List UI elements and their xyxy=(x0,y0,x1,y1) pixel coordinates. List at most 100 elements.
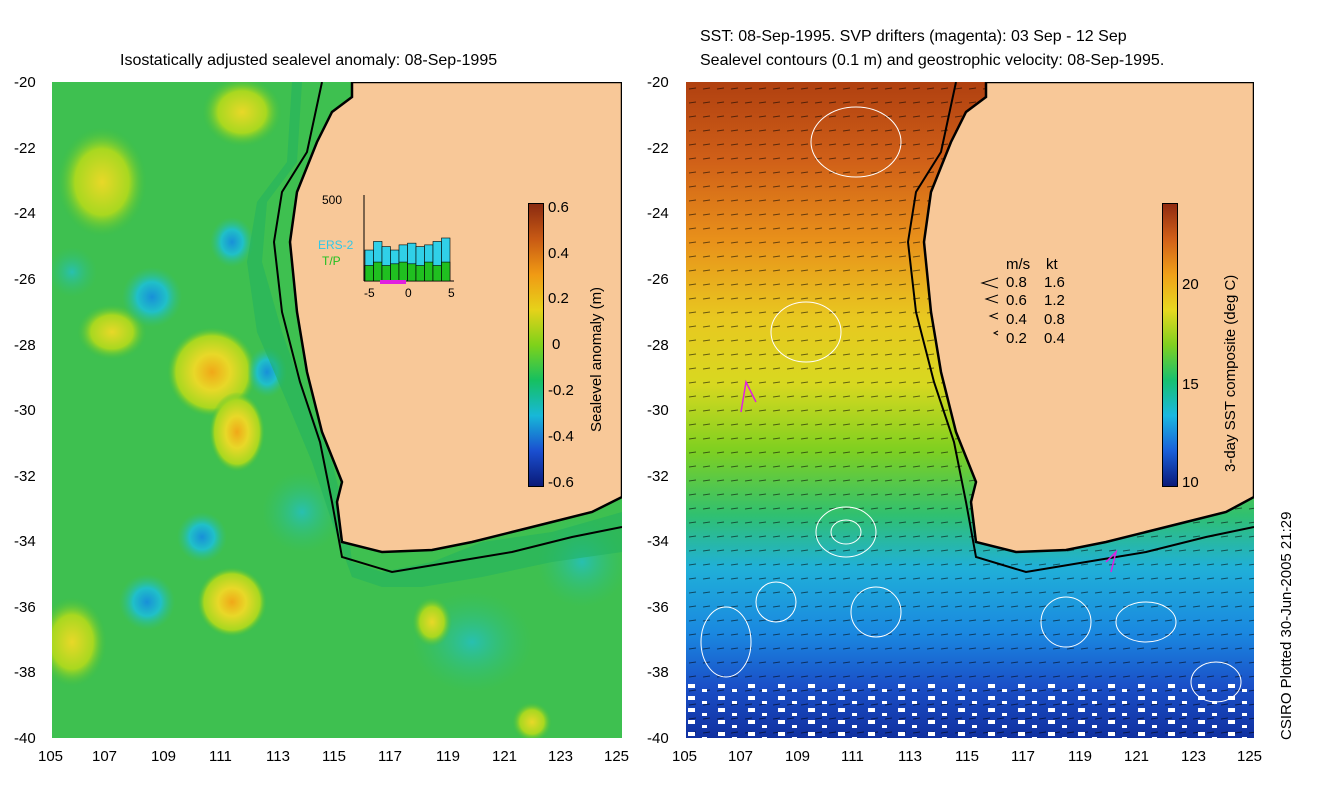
x-tick: 125 xyxy=(1237,748,1263,765)
anomaly-blob xyxy=(197,567,267,637)
y-tick: -30 xyxy=(647,402,669,419)
x-tick: 117 xyxy=(1011,748,1035,765)
anomaly-blob xyxy=(57,127,147,237)
inset-bar-tp xyxy=(415,265,425,282)
anomaly-blob xyxy=(177,512,227,562)
x-tick: 123 xyxy=(548,748,574,765)
right-colorbar-label: 3-day SST composite (deg C) xyxy=(1222,274,1239,472)
y-tick: -38 xyxy=(647,664,669,681)
inset-xtick: 0 xyxy=(405,286,412,300)
y-tick: -28 xyxy=(647,337,669,354)
x-tick: 105 xyxy=(672,748,698,765)
velocity-ms: 0.6 xyxy=(1006,292,1027,309)
x-tick: 113 xyxy=(266,748,290,765)
velocity-ms: 0.4 xyxy=(1006,311,1027,328)
inset-bar-tp xyxy=(432,265,442,282)
y-tick: -36 xyxy=(14,599,36,616)
inset-legend-ers2: ERS-2 xyxy=(318,238,354,252)
colorbar-tick: 10 xyxy=(1182,474,1199,491)
x-tick: 111 xyxy=(209,748,232,765)
colorbar-tick: -0.2 xyxy=(548,382,574,399)
inset-bar-tp xyxy=(424,261,434,282)
inset-bar-tp xyxy=(441,261,451,282)
colorbar-tick: -0.4 xyxy=(548,428,574,445)
y-tick: -30 xyxy=(14,402,36,419)
inset-xtick: -5 xyxy=(364,286,375,300)
anomaly-blob xyxy=(412,597,452,647)
anomaly-blob xyxy=(77,304,147,360)
y-tick: -22 xyxy=(647,140,669,157)
anomaly-blob xyxy=(52,597,107,687)
anomaly-blob xyxy=(122,267,182,327)
y-tick: -22 xyxy=(14,140,36,157)
shelf-band xyxy=(247,82,622,587)
x-tick: 119 xyxy=(1068,748,1092,765)
x-tick: 105 xyxy=(38,748,64,765)
inset-bar-tp xyxy=(390,263,400,282)
inset-histogram xyxy=(363,195,454,284)
x-tick: 107 xyxy=(728,748,754,765)
drifter-track xyxy=(740,379,757,413)
y-tick: -24 xyxy=(14,205,36,222)
y-tick: -20 xyxy=(647,74,669,91)
y-tick: -32 xyxy=(14,468,36,485)
velocity-kt: 1.2 xyxy=(1044,292,1065,309)
velocity-kt: 1.6 xyxy=(1044,274,1065,291)
x-tick: 115 xyxy=(322,748,346,765)
inset-xtick: 5 xyxy=(448,286,455,300)
drifter-track xyxy=(1105,549,1118,573)
inset-bar-tp xyxy=(398,261,408,282)
y-tick: -20 xyxy=(14,74,36,91)
y-tick: -32 xyxy=(647,468,669,485)
colorbar-tick: 0.2 xyxy=(548,290,569,307)
x-tick: 119 xyxy=(436,748,460,765)
x-tick: 113 xyxy=(898,748,922,765)
inset-bar-tp xyxy=(373,261,383,282)
x-tick: 111 xyxy=(841,748,864,765)
inset-bar-tp xyxy=(407,263,417,282)
y-tick: -38 xyxy=(14,664,36,681)
x-tick: 115 xyxy=(955,748,979,765)
x-tick: 121 xyxy=(492,748,518,765)
colorbar-tick: 15 xyxy=(1182,376,1199,393)
y-tick: -24 xyxy=(647,205,669,222)
y-tick: -34 xyxy=(647,533,669,550)
isobath-line xyxy=(272,82,622,574)
left-colorbar-label: Sealevel anomaly (m) xyxy=(588,286,605,432)
plot-credit: CSIRO Plotted 30-Jun-2005 21:29 xyxy=(1278,511,1295,740)
y-tick: -26 xyxy=(14,271,36,288)
velocity-kt: 0.8 xyxy=(1044,311,1065,328)
anomaly-blob xyxy=(512,702,552,738)
right-colorbar xyxy=(1162,203,1178,487)
velocity-kt: 0.4 xyxy=(1044,330,1065,347)
right-panel-title-1: SST: 08-Sep-1995. SVP drifters (magenta)… xyxy=(700,28,1127,45)
left-panel-title: Isostatically adjusted sealevel anomaly:… xyxy=(120,52,498,69)
velocity-ms: 0.8 xyxy=(1006,274,1027,291)
y-tick: -34 xyxy=(14,533,36,550)
colorbar-tick: -0.6 xyxy=(548,474,574,491)
y-tick: -36 xyxy=(647,599,669,616)
colorbar-tick: 0.4 xyxy=(548,245,569,262)
x-tick: 109 xyxy=(151,748,177,765)
x-tick: 109 xyxy=(785,748,811,765)
anomaly-blob xyxy=(209,392,265,472)
anomaly-blob xyxy=(52,247,97,297)
x-tick: 117 xyxy=(378,748,402,765)
inset-bar-tp xyxy=(381,265,391,282)
inset-bar-tp xyxy=(364,265,374,282)
y-tick: -40 xyxy=(14,730,36,747)
right-panel-title-2: Sealevel contours (0.1 m) and geostrophi… xyxy=(700,52,1165,69)
colorbar-tick: 20 xyxy=(1182,276,1199,293)
anomaly-blob xyxy=(202,82,282,147)
x-tick: 107 xyxy=(92,748,118,765)
velocity-arrows xyxy=(980,277,999,336)
inset-legend-tp: T/P xyxy=(322,254,341,268)
y-tick: -40 xyxy=(647,730,669,747)
anomaly-blob xyxy=(119,574,175,630)
velocity-ms: 0.2 xyxy=(1006,330,1027,347)
velocity-header-kt: kt xyxy=(1046,256,1058,273)
x-tick: 123 xyxy=(1181,748,1207,765)
y-tick: -26 xyxy=(647,271,669,288)
velocity-header-ms: m/s xyxy=(1006,256,1031,273)
x-tick: 125 xyxy=(604,748,630,765)
